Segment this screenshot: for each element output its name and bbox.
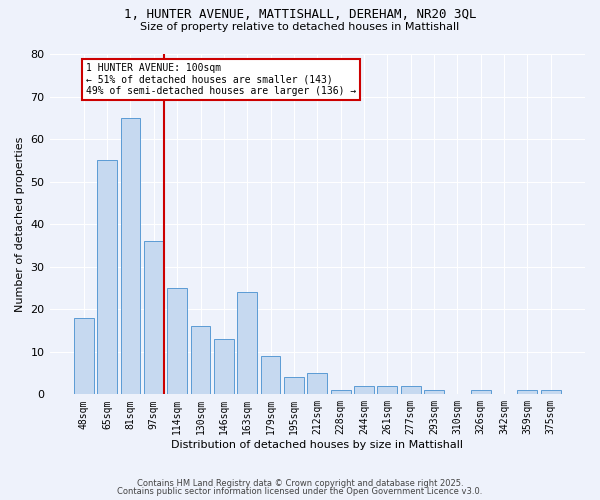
Bar	[354, 386, 374, 394]
Bar	[144, 241, 164, 394]
Bar	[74, 318, 94, 394]
Bar	[214, 339, 234, 394]
Text: Contains public sector information licensed under the Open Government Licence v3: Contains public sector information licen…	[118, 487, 482, 496]
Bar	[377, 386, 397, 394]
Bar	[284, 378, 304, 394]
Bar	[331, 390, 350, 394]
Bar	[260, 356, 280, 395]
Bar	[167, 288, 187, 395]
Bar	[471, 390, 491, 394]
Text: 1 HUNTER AVENUE: 100sqm
← 51% of detached houses are smaller (143)
49% of semi-d: 1 HUNTER AVENUE: 100sqm ← 51% of detache…	[86, 62, 356, 96]
Y-axis label: Number of detached properties: Number of detached properties	[15, 136, 25, 312]
Bar	[517, 390, 538, 394]
Bar	[541, 390, 560, 394]
Bar	[424, 390, 444, 394]
Text: Size of property relative to detached houses in Mattishall: Size of property relative to detached ho…	[140, 22, 460, 32]
Bar	[191, 326, 211, 394]
X-axis label: Distribution of detached houses by size in Mattishall: Distribution of detached houses by size …	[171, 440, 463, 450]
Text: 1, HUNTER AVENUE, MATTISHALL, DEREHAM, NR20 3QL: 1, HUNTER AVENUE, MATTISHALL, DEREHAM, N…	[124, 8, 476, 20]
Bar	[121, 118, 140, 394]
Bar	[401, 386, 421, 394]
Bar	[97, 160, 117, 394]
Text: Contains HM Land Registry data © Crown copyright and database right 2025.: Contains HM Land Registry data © Crown c…	[137, 478, 463, 488]
Bar	[307, 373, 327, 394]
Bar	[238, 292, 257, 394]
